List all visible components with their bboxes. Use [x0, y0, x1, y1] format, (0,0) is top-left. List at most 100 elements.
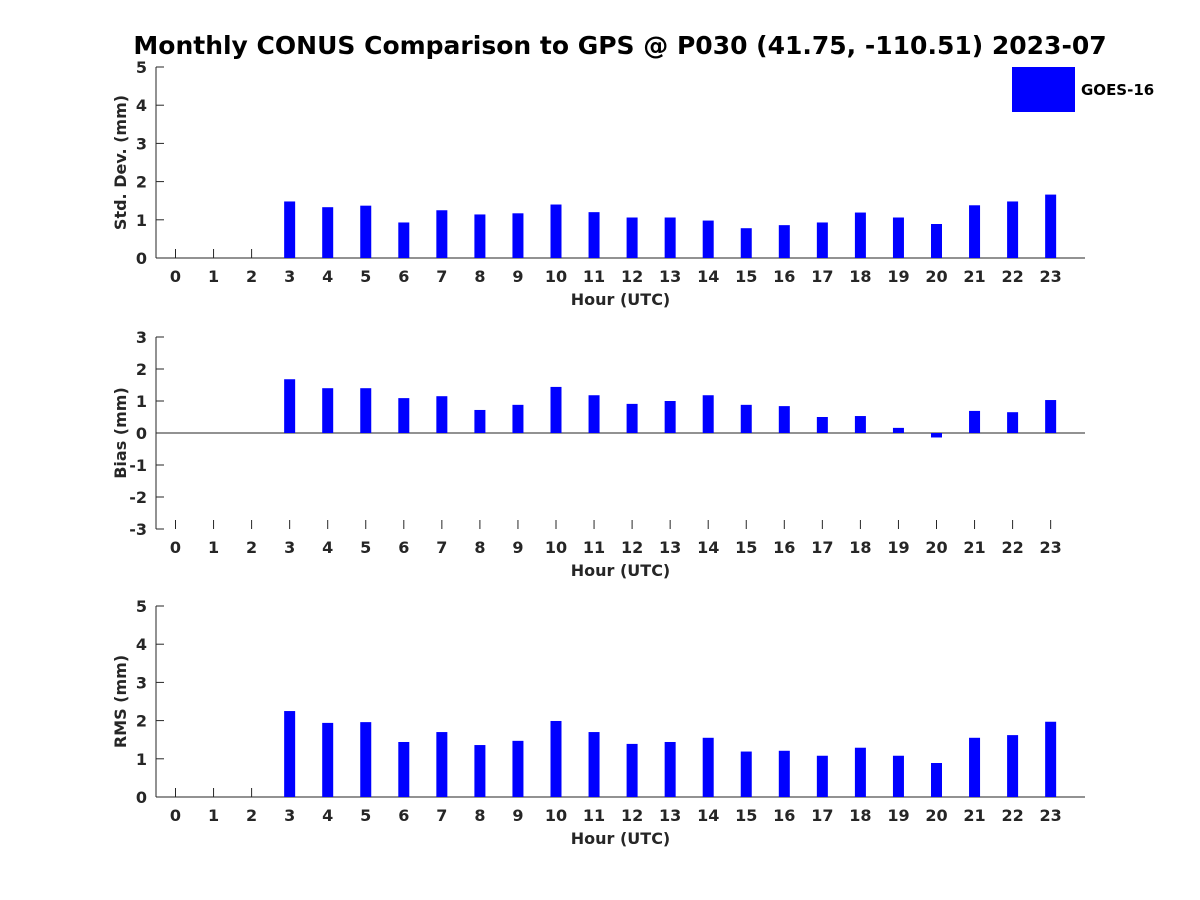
x-axis-label: Hour (UTC) [571, 561, 671, 580]
bar-hour-3 [284, 201, 296, 258]
bar-hour-14 [702, 220, 714, 258]
x-tick-label: 10 [545, 538, 567, 557]
x-tick-label: 11 [583, 806, 605, 825]
x-tick-label: 3 [284, 538, 295, 557]
legend: GOES-16 [1012, 67, 1154, 112]
x-tick-label: 9 [512, 267, 523, 286]
bar-hour-12 [626, 743, 638, 797]
x-tick-label: 17 [811, 267, 833, 286]
x-tick-label: 10 [545, 267, 567, 286]
bar-hour-18 [854, 747, 866, 797]
x-tick-label: 9 [512, 538, 523, 557]
x-tick-label: 20 [925, 267, 947, 286]
x-tick-label: 8 [474, 806, 485, 825]
y-tick-label: 4 [136, 96, 147, 115]
x-tick-label: 13 [659, 806, 681, 825]
x-tick-label: 4 [322, 267, 333, 286]
x-tick-label: 14 [697, 267, 719, 286]
x-tick-label: 4 [322, 806, 333, 825]
x-tick-label: 16 [773, 538, 795, 557]
x-tick-label: 0 [170, 806, 181, 825]
bar-hour-4 [322, 207, 334, 258]
x-tick-label: 7 [436, 538, 447, 557]
y-tick-label: 4 [136, 635, 147, 654]
x-tick-label: 20 [925, 806, 947, 825]
x-axis-label: Hour (UTC) [571, 290, 671, 309]
y-axis-label: RMS (mm) [111, 655, 130, 748]
y-tick-label: 0 [136, 249, 147, 268]
bar-hour-19 [892, 755, 904, 797]
y-tick-label: 3 [136, 328, 147, 347]
bar-hour-17 [816, 222, 828, 258]
x-tick-label: 23 [1040, 806, 1062, 825]
x-tick-label: 5 [360, 806, 371, 825]
x-tick-label: 12 [621, 538, 643, 557]
bar-hour-22 [1007, 201, 1019, 258]
bar-hour-22 [1007, 735, 1019, 797]
bar-hour-10 [550, 386, 562, 433]
x-tick-label: 21 [963, 267, 985, 286]
x-tick-label: 0 [170, 267, 181, 286]
bar-hour-14 [702, 395, 714, 433]
y-tick-label: 2 [136, 712, 147, 731]
x-tick-label: 15 [735, 538, 757, 557]
bar-hour-19 [892, 217, 904, 258]
bar-hour-15 [740, 228, 752, 258]
y-tick-label: -1 [129, 456, 147, 475]
bar-hour-20 [931, 763, 942, 797]
x-tick-label: 12 [621, 806, 643, 825]
bar-hour-14 [702, 737, 714, 797]
x-tick-label: 6 [398, 806, 409, 825]
bar-hour-13 [664, 741, 676, 797]
y-tick-label: 0 [136, 788, 147, 807]
bar-hour-20 [931, 433, 942, 438]
bar-hour-16 [778, 225, 790, 258]
x-tick-label: 8 [474, 538, 485, 557]
x-tick-label: 3 [284, 806, 295, 825]
y-tick-label: -2 [129, 488, 147, 507]
y-tick-label: 3 [136, 134, 147, 153]
legend-swatch [1012, 67, 1075, 112]
x-tick-label: 20 [925, 538, 947, 557]
x-tick-label: 7 [436, 267, 447, 286]
x-tick-label: 7 [436, 806, 447, 825]
bar-hour-18 [854, 416, 866, 433]
bar-hour-5 [360, 388, 372, 433]
bar-hour-21 [969, 737, 981, 797]
bar-hour-13 [664, 217, 676, 258]
x-tick-label: 14 [697, 538, 719, 557]
y-axis-label: Bias (mm) [111, 387, 130, 479]
bar-hour-4 [322, 388, 334, 433]
bar-hour-9 [512, 404, 524, 433]
bar-hour-21 [969, 410, 981, 433]
x-tick-label: 19 [887, 806, 909, 825]
bar-hour-18 [854, 212, 866, 258]
x-tick-label: 3 [284, 267, 295, 286]
bar-hour-6 [398, 741, 410, 797]
x-tick-label: 2 [246, 806, 257, 825]
x-tick-label: 5 [360, 267, 371, 286]
x-tick-label: 18 [849, 267, 871, 286]
bar-hour-15 [740, 751, 752, 797]
x-tick-label: 19 [887, 267, 909, 286]
bar-hour-8 [474, 214, 486, 258]
y-axis-label: Std. Dev. (mm) [111, 95, 130, 230]
bar-hour-11 [588, 395, 600, 433]
bar-hour-7 [436, 732, 448, 797]
y-tick-label: 0 [136, 424, 147, 443]
x-tick-label: 12 [621, 267, 643, 286]
y-tick-label: 5 [136, 58, 147, 77]
bar-hour-17 [816, 755, 828, 797]
y-tick-label: 2 [136, 360, 147, 379]
bar-hour-21 [969, 205, 981, 258]
bar-hour-15 [740, 404, 752, 433]
x-tick-label: 16 [773, 267, 795, 286]
bar-hour-7 [436, 210, 448, 258]
x-axis-label: Hour (UTC) [571, 829, 671, 848]
bar-hour-4 [322, 722, 334, 797]
x-tick-label: 16 [773, 806, 795, 825]
